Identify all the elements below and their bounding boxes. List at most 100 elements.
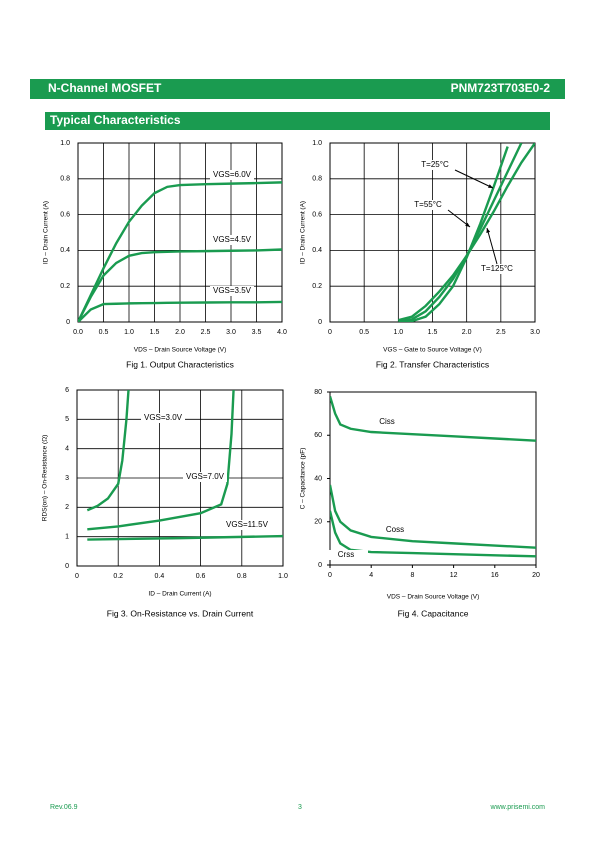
y-tick-label: 0.2: [60, 283, 70, 290]
section-title: Typical Characteristics: [50, 113, 181, 127]
x-tick-label: 0: [328, 329, 332, 336]
label-bg: [210, 235, 254, 245]
series-label: VGS=3.5V: [213, 286, 252, 295]
figure-caption: Fig 2. Transfer Characteristics: [376, 359, 489, 369]
series-label: T=55°C: [414, 200, 442, 209]
footer-center: 3: [298, 804, 302, 811]
label-bg: [210, 286, 254, 296]
y-tick-label: 20: [314, 519, 322, 526]
x-tick-label: 1.5: [428, 329, 438, 336]
y-tick-label: 0: [65, 563, 69, 570]
y-tick-label: 0.8: [60, 176, 70, 183]
x-tick-label: 0: [328, 572, 332, 579]
header-left: N-Channel MOSFET: [48, 81, 162, 95]
series-line: [330, 395, 536, 442]
x-tick-label: 20: [532, 572, 540, 579]
y-tick-label: 0.6: [312, 211, 322, 218]
arrow: [486, 227, 498, 265]
x-tick-label: 0.2: [113, 573, 123, 580]
y-axis-title: ID – Drain Current (A): [300, 201, 307, 264]
series-line: [78, 181, 282, 322]
x-tick-label: 1.0: [278, 573, 288, 580]
y-tick-label: 0: [318, 562, 322, 569]
y-tick-label: 0.6: [60, 211, 70, 218]
label-bg: [183, 472, 227, 482]
arrow-head: [488, 184, 493, 188]
series-label: VGS=6.0V: [213, 170, 252, 179]
series-line: [87, 534, 283, 541]
arrow: [447, 209, 471, 228]
y-tick-label: 80: [314, 389, 322, 396]
y-axis-title: C – Capacitance (pF): [300, 448, 307, 510]
y-tick-label: 40: [314, 475, 322, 482]
series-label: Coss: [386, 525, 404, 534]
x-tick-label: 2.0: [175, 329, 185, 336]
y-tick-label: 2: [65, 504, 69, 511]
label-bg: [373, 525, 417, 535]
x-tick-label: 0.5: [359, 329, 369, 336]
y-tick-label: 0: [66, 319, 70, 326]
figure-caption: Fig 1. Output Characteristics: [126, 359, 234, 369]
x-tick-label: 2.5: [496, 329, 506, 336]
x-tick-label: 2.5: [201, 329, 211, 336]
y-tick-label: 0: [318, 319, 322, 326]
y-tick-label: 5: [65, 416, 69, 423]
series-line: [330, 510, 536, 558]
x-tick-label: 4.0: [277, 329, 287, 336]
label-bg: [413, 160, 457, 170]
y-axis-title: RDS(on) – On-Resistance (Ω): [42, 435, 49, 522]
x-tick-label: 1.5: [150, 329, 160, 336]
series-line: [78, 300, 282, 322]
series-line: [87, 390, 235, 531]
x-tick-label: 16: [491, 572, 499, 579]
label-bg: [210, 170, 254, 180]
series-label: Crss: [338, 550, 354, 559]
x-tick-label: 0.4: [155, 573, 165, 580]
x-tick-label: 8: [410, 572, 414, 579]
figure-caption: Fig 3. On-Resistance vs. Drain Current: [107, 608, 254, 618]
y-tick-label: 1.0: [312, 140, 322, 147]
x-tick-label: 0.5: [99, 329, 109, 336]
x-tick-label: 1.0: [393, 329, 403, 336]
x-tick-label: 3.0: [226, 329, 236, 336]
series-label: VGS=7.0V: [186, 472, 225, 481]
series-line: [330, 484, 536, 549]
series-line: [398, 143, 535, 322]
series-label: VGS=4.5V: [213, 235, 252, 244]
x-tick-label: 0.0: [73, 329, 83, 336]
label-bg: [225, 520, 269, 530]
label-bg: [365, 417, 409, 427]
arrow-head: [486, 228, 491, 233]
series-line: [86, 390, 130, 512]
x-tick-label: 3.5: [252, 329, 262, 336]
y-axis-title: ID – Drain Current (A): [43, 201, 50, 264]
series-line: [78, 248, 282, 322]
y-tick-label: 4: [65, 446, 69, 453]
y-tick-label: 1: [65, 534, 69, 541]
series-label: VGS=11.5V: [226, 520, 269, 529]
series-label: VGS=3.0V: [144, 413, 183, 422]
x-tick-label: 3.0: [530, 329, 540, 336]
x-tick-label: 0.6: [196, 573, 206, 580]
x-tick-label: 0.8: [237, 573, 247, 580]
header-right: PNM723T703E0-2: [451, 81, 551, 95]
series-label: Ciss: [379, 417, 395, 426]
series-label: T=125°C: [481, 264, 513, 273]
section-bar: [45, 112, 550, 130]
header-bar: [30, 79, 565, 99]
x-axis-title: ID – Drain Current (A): [148, 591, 211, 598]
x-tick-label: 0: [75, 573, 79, 580]
x-tick-label: 2.0: [462, 329, 472, 336]
x-tick-label: 4: [369, 572, 373, 579]
y-tick-label: 0.8: [312, 176, 322, 183]
label-bg: [141, 413, 185, 423]
plot-frame: [329, 391, 537, 566]
y-tick-label: 6: [65, 387, 69, 394]
x-axis-title: VGS – Gate to Source Voltage (V): [383, 347, 482, 354]
series-line: [398, 146, 509, 322]
y-tick-label: 0.4: [60, 247, 70, 254]
series-label: T=25°C: [421, 160, 449, 169]
label-bg: [406, 200, 450, 210]
arrow: [454, 169, 494, 189]
